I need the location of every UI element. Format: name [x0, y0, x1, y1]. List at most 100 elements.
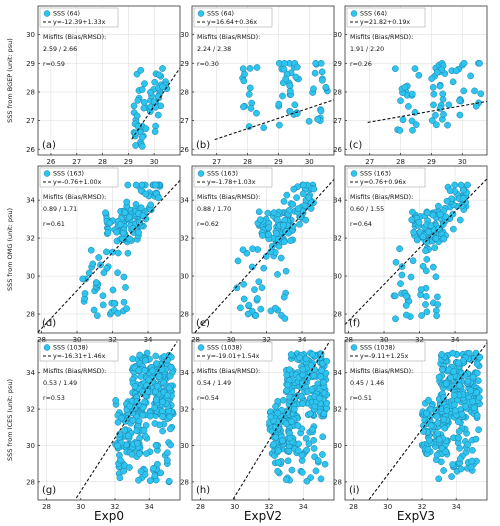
y-tick-label: 30	[333, 31, 342, 39]
data-point	[435, 202, 442, 210]
data-point	[287, 351, 295, 358]
data-point	[422, 301, 429, 308]
data-point	[123, 305, 130, 312]
x-tick-label: 29	[124, 158, 133, 166]
data-point	[237, 304, 244, 312]
legend-box	[39, 167, 119, 188]
data-point	[473, 389, 480, 396]
data-point	[260, 124, 268, 132]
data-point	[435, 475, 443, 483]
data-point	[436, 82, 444, 90]
axes-frame	[191, 5, 335, 156]
data-point	[274, 216, 281, 224]
y-tick-label: 27	[333, 117, 342, 125]
data-point	[470, 404, 478, 412]
legend: SSS (64)y=-12.39+1.33x	[39, 7, 119, 28]
data-point	[245, 91, 253, 98]
data-point	[403, 292, 410, 300]
data-point	[153, 382, 161, 390]
data-point	[442, 448, 449, 456]
data-point	[255, 278, 263, 286]
data-point	[441, 424, 449, 432]
x-tick-label: 34	[145, 503, 154, 511]
data-point	[167, 425, 174, 433]
data-point	[260, 264, 268, 272]
data-point	[159, 413, 166, 420]
data-point	[305, 194, 313, 201]
y-tick-label: 32	[333, 235, 342, 243]
data-point	[271, 304, 279, 312]
data-point	[296, 220, 303, 228]
data-point	[450, 391, 458, 399]
legend-marker-icon	[350, 170, 358, 177]
legend: SSS (163)y=-0.76+1.00x	[39, 167, 119, 188]
data-point	[403, 311, 410, 319]
data-point	[433, 68, 441, 76]
data-point	[310, 445, 318, 452]
data-point	[283, 191, 291, 199]
data-point	[460, 59, 468, 67]
x-tick-label: 28	[396, 158, 405, 166]
x-tick-label: 27	[365, 158, 374, 166]
data-point	[433, 451, 441, 459]
data-point	[440, 415, 448, 423]
data-point	[460, 87, 468, 95]
data-point	[147, 88, 154, 96]
y-tick-label: 34	[333, 197, 342, 205]
data-point	[285, 206, 293, 214]
data-point	[432, 111, 439, 119]
data-point	[136, 219, 143, 226]
data-point	[152, 352, 160, 360]
data-point	[438, 351, 446, 358]
x-tick-label: 34	[452, 503, 461, 511]
data-point	[302, 435, 310, 442]
data-point	[420, 428, 427, 435]
data-point	[267, 413, 275, 421]
legend-series: SSS (163)	[360, 171, 391, 178]
panel-label: (g)	[42, 485, 56, 496]
data-point	[125, 432, 132, 440]
y-tick-label: 28	[26, 478, 35, 486]
data-point	[427, 222, 435, 229]
data-point	[90, 306, 98, 314]
x-tick-label: 30	[76, 503, 85, 511]
data-point	[462, 402, 469, 410]
data-point	[138, 133, 146, 141]
data-point	[288, 466, 296, 474]
data-point	[167, 363, 175, 371]
legend-box	[193, 167, 273, 188]
misfit-value: 1.91 / 2.20	[350, 46, 384, 53]
data-point	[432, 273, 440, 281]
data-point	[317, 59, 325, 67]
data-point	[427, 406, 435, 413]
legend-fit: y=0.76+0.96x	[360, 179, 406, 186]
data-point	[141, 367, 149, 374]
y-tick-label: 28	[26, 88, 35, 96]
legend-fit: y=16.64+0.36x	[207, 19, 257, 26]
legend-fit: y=-1.78+1.03x	[207, 179, 256, 186]
data-point	[252, 312, 260, 320]
panel-c: 27 28 29 30 26 27 28 29 30 SSS (64)y=21.82+0.19x M…	[333, 5, 488, 166]
x-tick-label: 28	[98, 158, 107, 166]
data-point	[151, 420, 159, 427]
data-point	[422, 247, 429, 255]
y-tick-label: 28	[26, 311, 35, 319]
y-tick-label: 30	[180, 31, 189, 39]
data-point	[310, 372, 318, 379]
data-point	[279, 437, 286, 445]
data-point	[240, 280, 247, 288]
data-point	[412, 121, 420, 128]
data-point	[284, 457, 292, 465]
data-point	[135, 476, 142, 484]
data-point	[445, 101, 453, 109]
data-point	[397, 97, 404, 105]
data-point	[464, 441, 472, 448]
data-point	[284, 381, 292, 389]
misfit-title: Misfits (Bias/RMSD):	[197, 368, 260, 375]
data-point	[456, 382, 463, 390]
data-point	[142, 125, 150, 133]
y-tick-label: 29	[26, 60, 35, 68]
data-point	[413, 236, 421, 244]
data-point	[93, 312, 101, 320]
